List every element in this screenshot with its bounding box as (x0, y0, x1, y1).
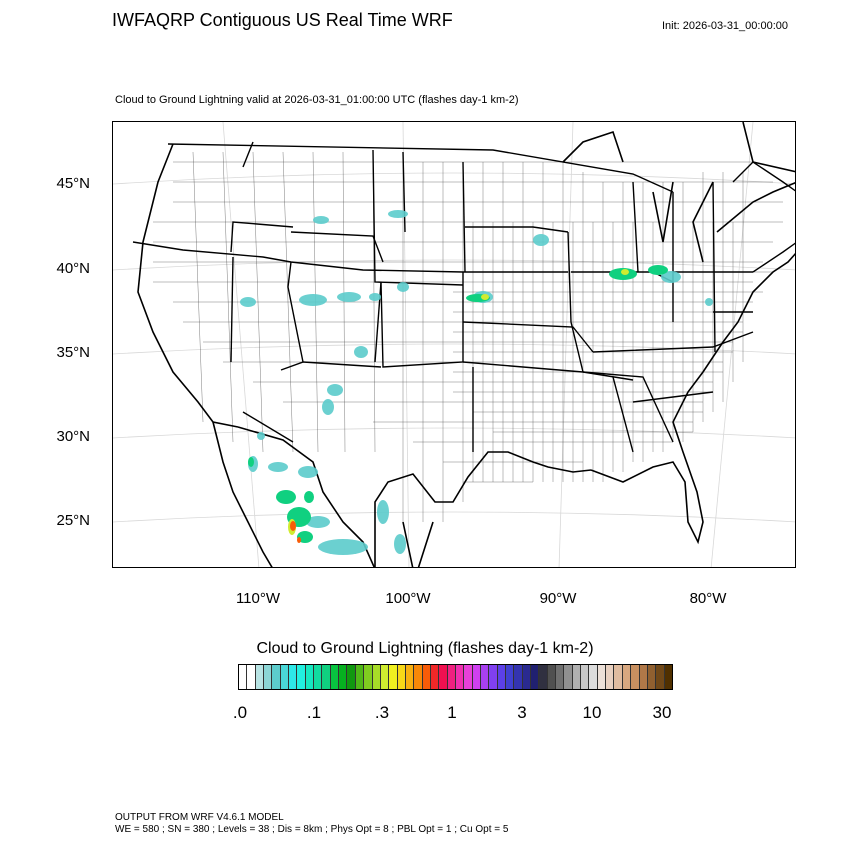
colorbar-label: .3 (374, 703, 390, 722)
colorbar-swatch (322, 665, 331, 689)
lon-label-110: 110°W (235, 590, 281, 607)
colorbar-swatch (464, 665, 473, 689)
colorbar-swatch (447, 665, 456, 689)
colorbar-swatch (581, 665, 590, 689)
colorbar-swatch (355, 665, 365, 689)
colorbar-swatch (455, 665, 465, 689)
colorbar-swatch (497, 665, 506, 689)
colorbar-swatch (506, 665, 515, 689)
colorbar-label: 30 (652, 703, 672, 722)
lon-label-100: 100°W (385, 590, 431, 607)
footer-line-model: OUTPUT FROM WRF V4.6.1 MODEL (115, 812, 284, 823)
colorbar-swatch (564, 665, 573, 689)
colorbar-swatch (597, 665, 607, 689)
colorbar-swatch (639, 665, 648, 689)
colorbar-label: 10 (582, 703, 602, 722)
lon-label-80: 80°W (689, 590, 727, 607)
colorbar-swatch (405, 665, 415, 689)
colorbar-swatch (539, 665, 548, 689)
colorbar-swatch (272, 665, 281, 689)
colorbar-swatch (255, 665, 265, 689)
init-time: Init: 2026-03-31_00:00:00 (662, 20, 788, 32)
colorbar-swatch (472, 665, 481, 689)
graticule (113, 122, 795, 567)
colorbar-swatch (614, 665, 623, 689)
colorbar-swatch (372, 665, 381, 689)
colorbar-swatch (606, 665, 615, 689)
field-subtitle: Cloud to Ground Lightning valid at 2026-… (115, 94, 519, 106)
colorbar-swatch (572, 665, 582, 689)
lat-label-30: 30°N (56, 428, 90, 445)
map-canvas (113, 122, 795, 567)
colorbar-title: Cloud to Ground Lightning (flashes day-1… (256, 640, 594, 657)
colorbar-swatch (439, 665, 448, 689)
colorbar-label: 1 (447, 703, 457, 722)
colorbar-swatch (264, 665, 273, 689)
colorbar-label: .1 (306, 703, 322, 722)
colorbar-swatch (314, 665, 323, 689)
colorbar-label: .0 (232, 703, 248, 722)
colorbar-swatch (514, 665, 523, 689)
lat-label-40: 40°N (56, 260, 90, 277)
map-panel (112, 121, 796, 568)
colorbar-label: 3 (517, 703, 527, 722)
colorbar-swatch (547, 665, 557, 689)
colorbar-swatch (622, 665, 632, 689)
lat-label-35: 35°N (56, 344, 90, 361)
colorbar-swatch (289, 665, 298, 689)
colorbar-swatch (389, 665, 398, 689)
colorbar-swatch (247, 665, 256, 689)
colorbar-swatch (347, 665, 356, 689)
colorbar-swatch (397, 665, 406, 689)
colorbar-swatch (414, 665, 423, 689)
colorbar-swatch (280, 665, 290, 689)
colorbar-swatch (239, 665, 248, 689)
colorbar-swatch (480, 665, 490, 689)
colorbar-swatch (556, 665, 565, 689)
colorbar-swatch (430, 665, 440, 689)
lat-label-25: 25°N (56, 512, 90, 529)
footer-line-config: WE = 580 ; SN = 380 ; Levels = 38 ; Dis … (115, 824, 509, 835)
lon-label-90: 90°W (539, 590, 577, 607)
colorbar (238, 664, 673, 690)
colorbar-swatch (305, 665, 315, 689)
colorbar-swatch (339, 665, 348, 689)
plot-title: IWFAQRP Contiguous US Real Time WRF (112, 10, 453, 30)
colorbar-swatch (522, 665, 532, 689)
lat-label-45: 45°N (56, 175, 90, 192)
colorbar-swatch (330, 665, 340, 689)
colorbar-swatch (364, 665, 373, 689)
colorbar-swatch (422, 665, 431, 689)
model-footer: OUTPUT FROM WRF V4.6.1 MODEL WE = 580 ; … (115, 812, 508, 836)
colorbar-swatch (664, 665, 672, 689)
colorbar-swatch (656, 665, 665, 689)
colorbar-swatch (297, 665, 306, 689)
colorbar-swatch (380, 665, 390, 689)
lightning-field (240, 210, 713, 555)
colorbar-swatch (489, 665, 498, 689)
colorbar-swatch (631, 665, 640, 689)
colorbar-swatch (589, 665, 598, 689)
state-boundaries (132, 141, 795, 453)
coastline (137, 122, 795, 567)
colorbar-swatch (531, 665, 540, 689)
colorbar-swatch (647, 665, 657, 689)
